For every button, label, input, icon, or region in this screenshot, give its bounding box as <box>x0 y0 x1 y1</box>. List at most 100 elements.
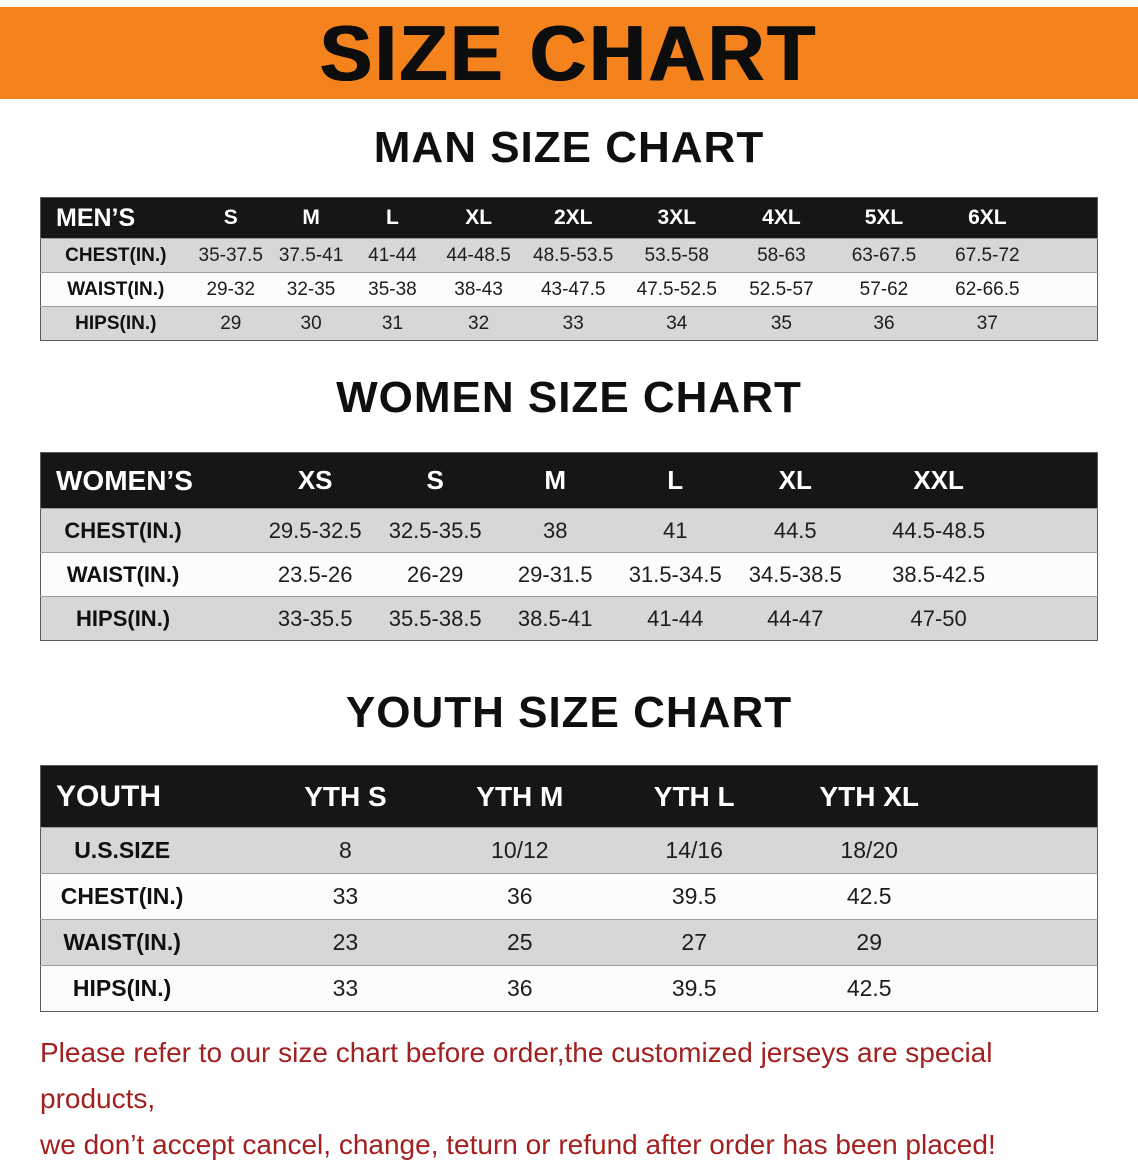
size-value-cell: 32-35 <box>286 278 336 300</box>
size-column-header: XL <box>735 452 856 509</box>
man-size-heading: MAN SIZE CHART <box>373 123 765 172</box>
size-value-cell: 37 <box>976 312 998 334</box>
row-label-cell: HIPS(IN.) <box>72 975 172 1001</box>
size-value-cell: 67.5-72 <box>955 244 1020 266</box>
size-value-cell: 29 <box>220 312 242 334</box>
size-value-cell: 35.5-38.5 <box>388 605 482 631</box>
size-value-cell: 38-43 <box>454 278 503 300</box>
row-label-cell: HIPS(IN.) <box>76 605 171 631</box>
size-column-header: M <box>270 197 352 239</box>
size-value-cell: 8 <box>339 837 352 863</box>
size-value-cell: 38.5-41 <box>517 605 593 631</box>
size-value-cell: 38.5-42.5 <box>892 561 986 587</box>
size-value-cell: 36 <box>873 312 895 334</box>
size-value-cell: 35 <box>770 312 792 334</box>
table-row: HIPS(IN.) 33-35.5 35.5-38.5 38.5-41 41-44 44-… <box>40 596 1098 641</box>
size-value-cell: 10/12 <box>491 837 549 863</box>
table-row: HIPS(IN.) 29 30 31 32 33 34 35 36 37 <box>40 306 1098 341</box>
size-value-cell: 44.5-48.5 <box>892 517 986 543</box>
size-value-cell: 44-47 <box>767 605 824 631</box>
table-row: U.S.SIZE 8 10/12 14/16 18/20 <box>40 827 1098 874</box>
size-column-header: XL <box>433 197 524 239</box>
note-line: we don’t accept cancel, change, teturn o… <box>40 1129 996 1160</box>
size-column-header: YTH L <box>607 765 782 828</box>
row-label-cell: HIPS(IN.) <box>75 312 157 334</box>
size-value-cell: 38 <box>542 517 568 543</box>
youth-size-heading: YOUTH SIZE CHART <box>345 688 793 737</box>
size-column-header: 4XL <box>730 197 833 239</box>
size-chart-title: SIZE CHART <box>320 9 818 97</box>
size-value-cell: 32 <box>468 312 490 334</box>
size-value-cell: 41-44 <box>368 244 417 266</box>
size-column-header: S <box>375 452 496 509</box>
size-value-cell: 39.5 <box>671 883 717 909</box>
size-value-cell: 36 <box>507 975 533 1001</box>
size-chart-banner: SIZE CHART <box>0 7 1138 99</box>
size-value-cell: 52.5-57 <box>749 278 814 300</box>
size-value-cell: 32.5-35.5 <box>388 517 482 543</box>
size-value-cell: 29.5-32.5 <box>268 517 362 543</box>
size-value-cell: 47.5-52.5 <box>636 278 717 300</box>
size-column-header: YTH S <box>258 765 433 828</box>
size-value-cell: 39.5 <box>671 975 717 1001</box>
order-policy-note: Please refer to our size chart before or… <box>40 1030 1098 1168</box>
size-column-header: 2XL <box>523 197 623 239</box>
size-value-cell: 26-29 <box>407 561 464 587</box>
table-row: WAIST(IN.) 23 25 27 29 <box>40 919 1098 966</box>
size-value-cell: 44.5 <box>773 517 817 543</box>
size-value-cell: 43-47.5 <box>540 278 606 300</box>
size-value-cell: 29-31.5 <box>517 561 593 587</box>
women-size-section: WOMEN SIZE CHART WOMEN’S XS S M L XL XXL CHEST(… <box>0 373 1138 641</box>
size-value-cell: 23.5-26 <box>277 561 353 587</box>
size-column-header: XXL <box>855 452 1098 509</box>
size-value-cell: 34 <box>666 312 688 334</box>
size-value-cell: 30 <box>300 312 322 334</box>
size-value-cell: 53.5-58 <box>644 244 709 266</box>
header-row: WOMEN’S XS S M L XL XXL <box>40 452 1098 509</box>
size-column-header: S <box>190 197 271 239</box>
header-row: YOUTH YTH S YTH M YTH L YTH XL <box>40 765 1098 828</box>
size-value-cell: 37.5-41 <box>278 244 344 266</box>
size-value-cell: 63-67.5 <box>851 244 917 266</box>
size-value-cell: 23 <box>332 929 359 955</box>
women-size-table: WOMEN’S XS S M L XL XXL CHEST(IN.) 29.5-32.5 32.5… <box>40 452 1098 641</box>
size-column-header: 5XL <box>832 197 936 239</box>
size-value-cell: 31.5-34.5 <box>628 561 722 587</box>
table-row: WAIST(IN.) 29-32 32-35 35-38 38-43 43-47.5 47.… <box>40 272 1098 307</box>
size-value-cell: 36 <box>507 883 533 909</box>
row-label-cell: U.S.SIZE <box>74 837 171 863</box>
size-value-cell: 31 <box>381 312 404 334</box>
size-column-header: YTH M <box>432 765 608 828</box>
size-value-cell: 58-63 <box>757 244 806 266</box>
row-label-cell: WAIST(IN.) <box>67 278 165 300</box>
women-size-heading: WOMEN SIZE CHART <box>336 373 802 422</box>
size-value-cell: 33 <box>562 312 584 334</box>
table-title-cell: MEN’S <box>40 197 191 239</box>
size-value-cell: 47-50 <box>910 605 967 631</box>
size-value-cell: 42.5 <box>846 975 892 1001</box>
table-row: WAIST(IN.) 23.5-26 26-29 29-31.5 31.5-34.5 34… <box>40 552 1098 597</box>
table-row: HIPS(IN.) 33 36 39.5 42.5 <box>40 965 1098 1012</box>
table-row: CHEST(IN.) 35-37.5 37.5-41 41-44 44-48.5 48.5… <box>40 238 1098 273</box>
row-label-cell: WAIST(IN.) <box>66 561 180 587</box>
size-column-header: L <box>615 452 736 509</box>
man-size-section: MAN SIZE CHART MEN’S S M L XL 2XL 3XL 4XL 5XL 6XL… <box>0 123 1138 341</box>
youth-size-table: YOUTH YTH S YTH M YTH L YTH XL U.S.SIZE 8 10/12… <box>40 765 1098 1012</box>
size-value-cell: 33-35.5 <box>277 605 353 631</box>
row-label-cell: WAIST(IN.) <box>63 929 181 955</box>
row-label-cell: CHEST(IN.) <box>60 883 184 909</box>
size-value-cell: 18/20 <box>840 837 898 863</box>
size-value-cell: 29 <box>856 929 882 955</box>
note-line: Please refer to our size chart before or… <box>40 1037 993 1114</box>
size-value-cell: 62-66.5 <box>955 278 1020 300</box>
size-value-cell: 25 <box>507 929 533 955</box>
size-value-cell: 41 <box>662 517 688 543</box>
size-value-cell: 41-44 <box>647 605 704 631</box>
table-title-cell: WOMEN’S <box>40 452 256 509</box>
men-size-table: MEN’S S M L XL 2XL 3XL 4XL 5XL 6XL CHEST(IN.) 35-37… <box>40 197 1098 341</box>
table-row: CHEST(IN.) 33 36 39.5 42.5 <box>40 873 1098 920</box>
table-title-cell: YOUTH <box>40 765 259 828</box>
size-value-cell: 34.5-38.5 <box>748 561 842 587</box>
size-value-cell: 57-62 <box>859 278 909 300</box>
row-label-cell: CHEST(IN.) <box>64 517 182 543</box>
